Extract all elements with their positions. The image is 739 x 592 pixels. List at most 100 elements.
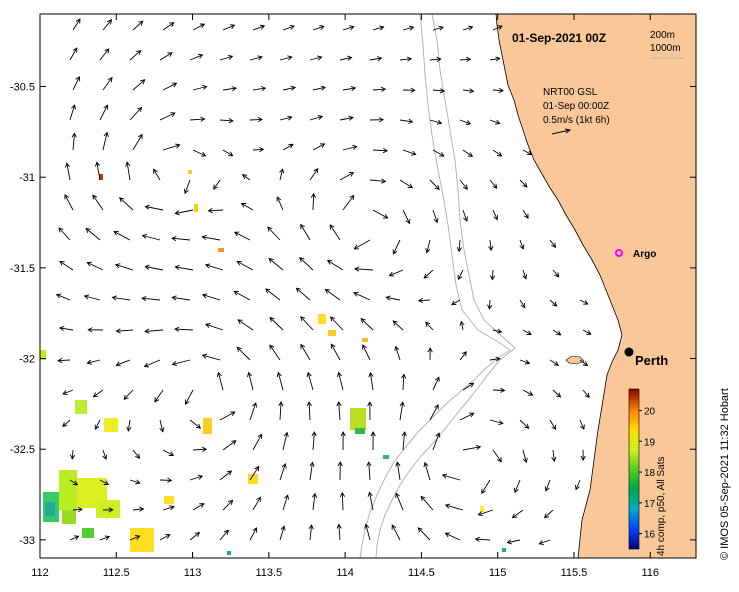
- current-arrow: [492, 149, 503, 157]
- current-arrow: [189, 532, 201, 541]
- current-arrow: [369, 56, 383, 62]
- current-arrow: [72, 506, 84, 513]
- current-arrow: [279, 463, 287, 481]
- current-arrow: [159, 534, 171, 541]
- current-arrow: [144, 264, 164, 271]
- current-arrow: [282, 431, 289, 451]
- colorbar-tick-label: 17: [644, 499, 656, 510]
- current-arrow: [252, 496, 261, 511]
- colorbar-label: 4h comp, p50, All Sats: [656, 456, 667, 556]
- current-arrow: [222, 86, 237, 92]
- contour-1000-label: 1000m: [650, 43, 681, 54]
- colorbar-tick-label: 18: [644, 468, 656, 479]
- colorbar-tick-label: 19: [644, 437, 656, 448]
- current-arrow: [174, 264, 194, 271]
- current-arrow: [85, 227, 101, 241]
- current-arrow: [126, 419, 132, 432]
- current-arrow: [474, 536, 491, 542]
- current-arrow: [519, 179, 528, 188]
- current-arrow: [551, 449, 557, 463]
- current-arrow: [337, 371, 344, 391]
- current-arrow: [342, 194, 355, 211]
- current-arrow: [282, 24, 295, 31]
- current-arrow: [265, 288, 281, 301]
- x-tick-label: 114: [336, 567, 354, 579]
- current-arrow: [249, 55, 263, 61]
- current-arrow: [402, 149, 417, 156]
- current-arrow: [402, 25, 415, 31]
- sst-patch: [203, 418, 212, 434]
- current-arrow: [427, 347, 433, 361]
- current-arrow: [153, 168, 161, 181]
- current-arrow: [241, 174, 251, 181]
- current-arrow: [236, 260, 254, 271]
- current-arrow: [549, 359, 559, 366]
- y-tick-label: -31: [19, 172, 35, 184]
- current-arrow: [125, 161, 131, 181]
- current-arrow: [462, 382, 475, 391]
- current-arrow: [369, 117, 385, 123]
- current-arrow: [488, 239, 494, 252]
- current-arrow: [282, 143, 294, 151]
- contour-200m: [375, 13, 516, 559]
- current-arrow: [368, 371, 374, 391]
- sst-patch: [45, 502, 55, 516]
- current-arrow: [462, 25, 474, 31]
- sst-patch: [480, 506, 484, 512]
- current-arrow: [249, 402, 258, 421]
- current-arrow: [391, 524, 401, 541]
- current-arrow: [62, 389, 74, 395]
- current-arrow: [489, 179, 498, 189]
- current-arrow: [329, 316, 344, 331]
- current-arrow: [339, 55, 353, 61]
- current-arrow: [240, 203, 254, 211]
- current-arrow: [459, 351, 467, 361]
- x-tick-label: 113: [184, 567, 202, 579]
- current-arrow: [213, 179, 221, 190]
- credit-text: © IMOS 05-Sep-2021 11:32 Hobart: [719, 388, 731, 560]
- argo-label: Argo: [633, 249, 656, 260]
- current-arrow: [132, 79, 146, 91]
- current-arrow: [450, 299, 461, 306]
- current-arrow: [367, 401, 373, 421]
- current-arrow: [432, 376, 440, 391]
- x-tick-label: 114.5: [408, 567, 435, 579]
- current-arrow: [492, 25, 503, 31]
- sst-patch: [502, 548, 506, 552]
- current-arrow: [201, 293, 221, 301]
- current-arrow: [64, 194, 74, 211]
- sst-patch: [248, 474, 258, 484]
- current-arrow: [342, 144, 358, 151]
- current-arrow: [159, 52, 173, 61]
- x-tick-label: 115.5: [561, 567, 588, 579]
- sst-patch: [194, 204, 198, 212]
- current-arrow: [114, 263, 134, 271]
- current-arrow: [394, 345, 401, 361]
- current-arrow: [129, 106, 143, 121]
- x-tick-label: 112: [31, 567, 49, 579]
- current-arrow: [219, 411, 236, 421]
- current-arrow: [492, 328, 503, 334]
- current-arrow: [543, 509, 554, 519]
- current-arrow: [522, 449, 528, 464]
- current-arrow: [219, 54, 234, 61]
- current-arrow: [579, 299, 589, 305]
- current-arrow: [192, 149, 207, 157]
- current-arrow: [269, 316, 284, 331]
- land-mass: [495, 13, 697, 559]
- current-arrow: [312, 143, 326, 151]
- current-arrow: [369, 178, 387, 184]
- x-tick-label: 112.5: [103, 567, 130, 579]
- current-arrow: [372, 25, 385, 31]
- sst-patch: [82, 528, 94, 538]
- current-arrow: [102, 131, 109, 151]
- current-arrow: [522, 269, 528, 280]
- current-arrow: [247, 371, 254, 391]
- current-arrow: [462, 209, 468, 222]
- sst-patch: [62, 510, 76, 524]
- current-arrow: [492, 449, 502, 463]
- current-arrow: [519, 239, 525, 250]
- current-arrow: [353, 239, 371, 250]
- current-arrow: [268, 257, 284, 271]
- perth-marker: [624, 347, 634, 357]
